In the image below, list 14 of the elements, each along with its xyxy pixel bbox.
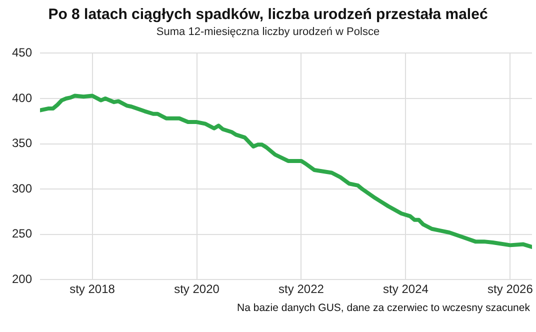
x-tick-label: sty 2020 bbox=[174, 282, 220, 296]
y-tick-label: 300 bbox=[12, 181, 32, 196]
y-tick-label: 400 bbox=[12, 90, 32, 105]
chart-subtitle: Suma 12-miesięczna liczby urodzeń w Polsce bbox=[155, 26, 381, 38]
y-tick-label: 200 bbox=[12, 272, 32, 286]
y-tick-label: 350 bbox=[12, 136, 32, 150]
x-tick-label: sty 2026 bbox=[488, 282, 534, 296]
y-tick-label: 250 bbox=[12, 226, 32, 241]
x-tick-label: sty 2018 bbox=[70, 282, 116, 296]
chart-title: Po 8 latach ciągłych spadków, liczba urodzeń przestała maleć bbox=[47, 6, 489, 23]
x-tick-label: sty 2024 bbox=[383, 282, 429, 296]
text: Na bazie danych GUS, dane za czerwiec to wczesny szacunek bbox=[236, 302, 531, 314]
x-tick-label: sty 2022 bbox=[278, 282, 324, 296]
y-tick-label: 450 bbox=[12, 46, 32, 60]
